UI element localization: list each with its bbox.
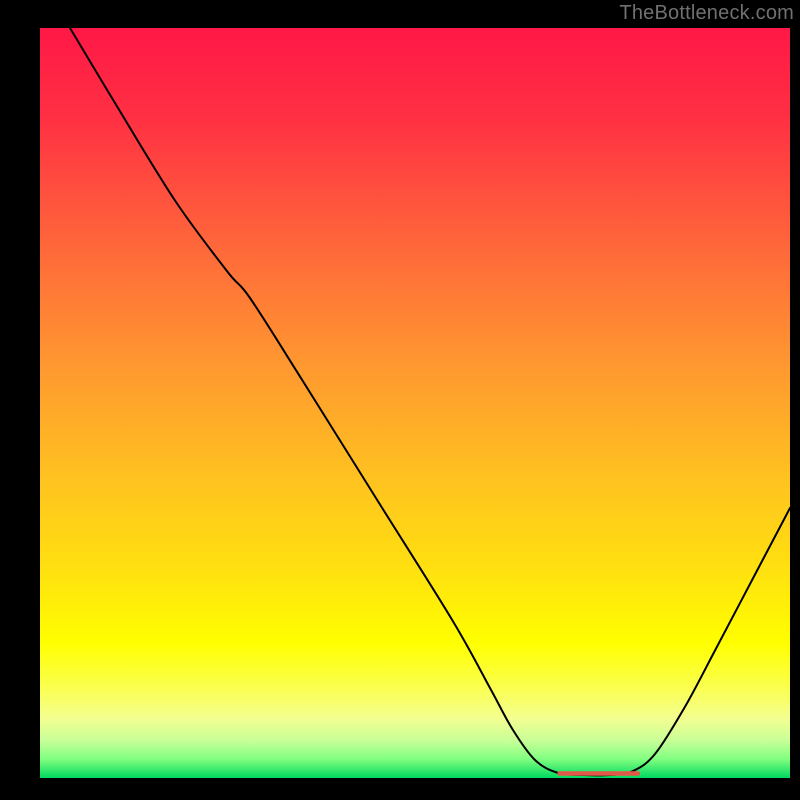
bottleneck-curve-chart <box>40 28 790 778</box>
chart-svg <box>40 28 790 778</box>
gradient-background <box>40 28 790 778</box>
watermark-text: TheBottleneck.com <box>619 2 794 25</box>
optimal-range-marker <box>558 771 641 776</box>
